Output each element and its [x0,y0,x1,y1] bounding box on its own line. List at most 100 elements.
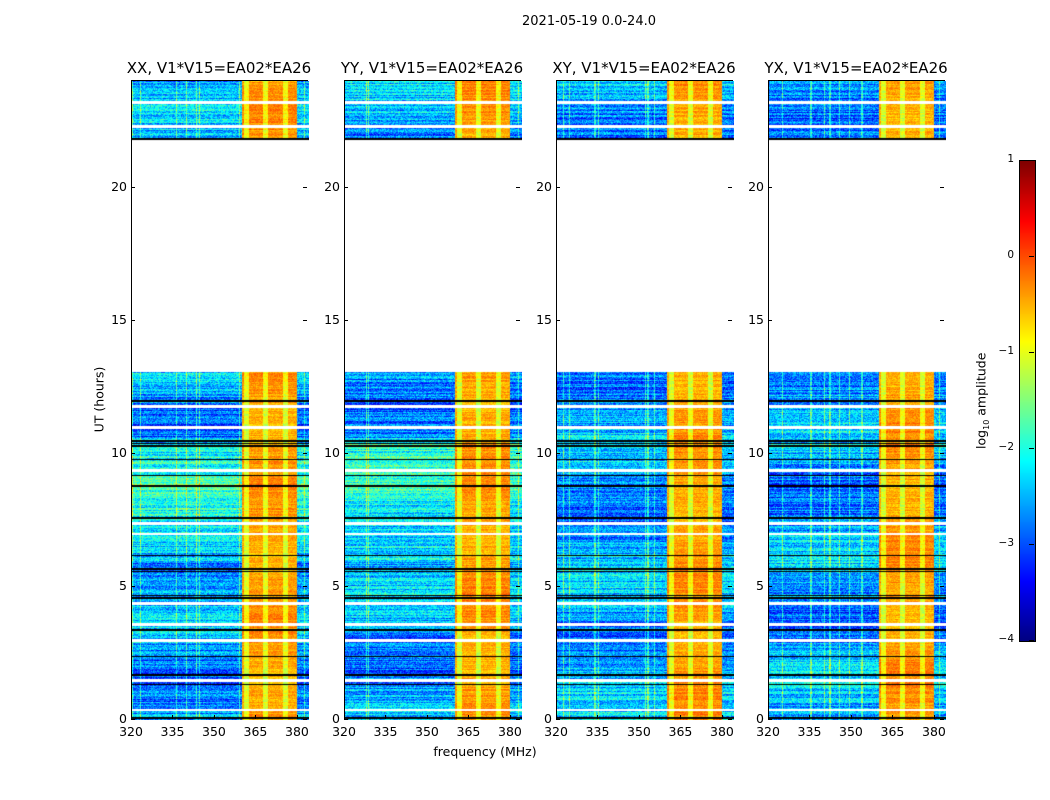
y-tick-mark [768,186,772,188]
x-tick-mark [597,715,599,719]
panel-title-1: YY, V1*V15=EA02*EA26 [340,59,524,77]
x-tick-mark [385,715,387,719]
y-tick-mark [344,585,348,587]
x-tick-mark [933,715,935,719]
panel-title-3: YX, V1*V15=EA02*EA26 [764,59,948,77]
y-tick-mark-right [940,452,944,454]
y-tick-mark [768,585,772,587]
x-tick-label: 365 [456,724,481,739]
y-tick-mark-right [303,319,307,321]
x-tick-mark [721,715,723,719]
y-tick-mark [556,452,560,454]
heatmap-image-3 [769,81,946,720]
y-tick-mark-right [516,452,520,454]
y-tick-label: 0 [756,711,764,726]
x-tick-mark [296,715,298,719]
colorbar [1019,160,1036,642]
y-tick-mark-right [303,186,307,188]
heatmap-panel-0 [131,80,309,720]
x-tick-mark [768,715,769,719]
x-tick-label: 320 [119,724,143,739]
y-tick-label: 20 [111,178,127,194]
colorbar-label-base: log [973,429,989,449]
y-tick-mark-right [728,319,732,321]
panel-title-0: XX, V1*V15=EA02*EA26 [126,59,312,77]
y-tick-label: 0 [119,711,127,726]
y-tick-label: 0 [544,711,552,726]
x-tick-mark [255,715,257,719]
x-tick-mark [426,715,428,719]
y-tick-mark [344,319,348,321]
x-tick-label: 380 [922,724,946,739]
y-tick-mark [768,452,772,454]
y-tick-mark [556,319,560,321]
x-tick-mark [509,715,511,719]
y-tick-mark [131,319,135,321]
heatmap-panel-1 [344,80,522,720]
x-tick-label: 380 [498,724,522,739]
colorbar-tick-label: −4 [998,633,1014,645]
y-tick-label: 5 [332,577,340,593]
x-tick-label: 335 [373,724,398,739]
y-tick-label: 15 [111,311,127,327]
y-tick-mark-right [728,585,732,587]
x-tick-label: 380 [285,724,309,739]
y-tick-label: 20 [748,178,764,194]
colorbar-tick-label: 1 [1007,153,1014,165]
x-tick-label: 335 [160,724,185,739]
x-tick-mark [638,715,640,719]
x-tick-label: 365 [880,724,905,739]
y-tick-mark-right [940,585,944,587]
y-tick-mark-right [940,319,944,321]
colorbar-tick-mark [1029,544,1034,545]
y-tick-mark [131,719,135,720]
x-tick-mark [213,715,215,719]
y-tick-mark [556,719,560,720]
y-tick-label: 10 [748,444,764,460]
figure-title: 2021-05-19 0.0-24.0 [522,14,656,29]
x-tick-mark [680,715,682,719]
colorbar-tick-label: −3 [998,537,1014,549]
y-tick-mark [131,186,135,188]
x-tick-label: 350 [627,724,651,739]
y-tick-mark-right [516,186,520,188]
x-tick-mark [809,715,811,719]
y-tick-mark-right [516,585,520,587]
x-tick-mark [172,715,174,719]
panel-title-2: XY, V1*V15=EA02*EA26 [552,59,736,77]
y-tick-label: 20 [324,178,340,194]
y-tick-label: 5 [756,577,764,593]
x-tick-mark [468,715,470,719]
y-tick-mark [344,186,348,188]
colorbar-tick-label: −1 [998,345,1014,357]
y-tick-mark [768,319,772,321]
x-tick-label: 380 [710,724,734,739]
heatmap-panel-3 [768,80,946,720]
x-tick-label: 335 [585,724,610,739]
y-tick-mark [768,719,772,720]
x-tick-label: 350 [202,724,226,739]
y-tick-mark [131,585,135,587]
x-tick-label: 365 [668,724,693,739]
x-tick-label: 320 [332,724,356,739]
y-tick-mark [344,719,348,720]
y-tick-label: 10 [324,444,340,460]
colorbar-tick-mark [1029,352,1034,353]
x-tick-mark [344,715,345,719]
heatmap-panel-2 [556,80,734,720]
y-tick-mark-right [728,452,732,454]
colorbar-tick-mark [1029,160,1034,161]
y-tick-mark-right [728,186,732,188]
y-tick-label: 20 [536,178,552,194]
colorbar-tick-label: 0 [1007,249,1014,261]
colorbar-tick-mark [1029,256,1034,257]
x-tick-label: 320 [756,724,780,739]
colorbar-label-rest: amplitude [973,352,989,420]
colorbar-label-sub: 10 [981,419,991,430]
x-tick-mark [556,715,557,719]
heatmap-image-0 [132,81,309,720]
y-tick-label: 15 [748,311,764,327]
y-tick-label: 15 [324,311,340,327]
x-tick-mark [892,715,894,719]
